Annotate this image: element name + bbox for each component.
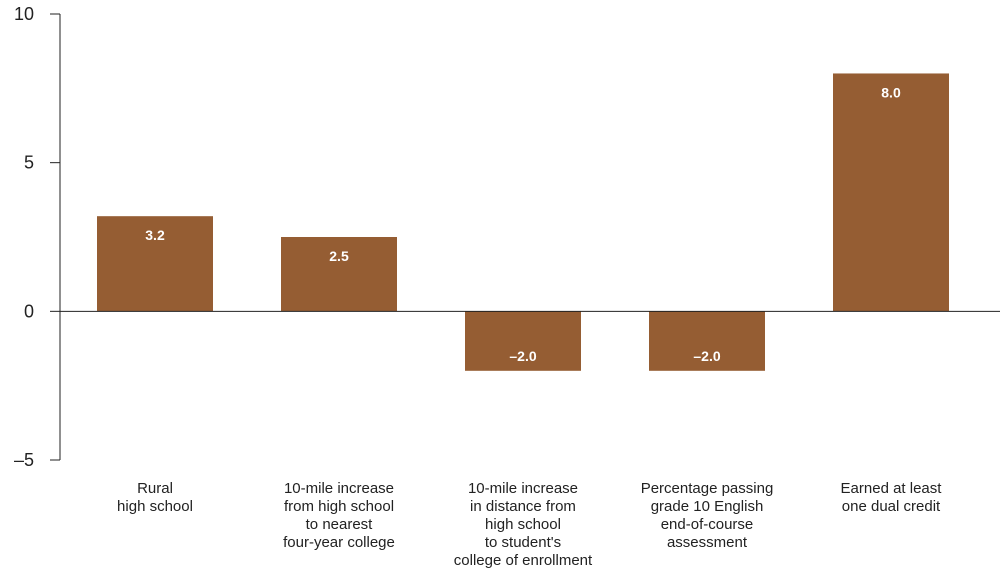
bar [97,216,213,312]
bar [465,311,581,371]
category-label-line: end-of-course [661,516,754,533]
data-label: 3.2 [145,227,165,243]
category-label-line: one dual credit [842,498,941,515]
category-label-line: Earned at least [841,480,943,497]
category-label: Earned at least one dual credit [841,480,943,515]
category-label-line: assessment [667,534,748,551]
category-label-line: Percentage passing [641,480,774,497]
y-tick-label: 10 [14,4,34,24]
category-label: Rural high school [117,480,193,515]
y-tick-label: 5 [24,153,34,173]
category-label-line: college of enrollment [454,552,593,569]
data-label: –2.0 [509,348,536,364]
category-label: 10-mile increase in distance from high sch… [454,480,593,569]
category-label-line: to student's [485,534,561,551]
category-label-line: from high school [284,498,394,515]
category-label-line: in distance from [470,498,576,515]
category-label: 10-mile increase from high school to neare… [283,480,395,551]
category-label-line: four-year college [283,534,395,551]
category-label-line: Rural [137,480,173,497]
category-label-line: high school [485,516,561,533]
bar [833,73,949,312]
data-label: 8.0 [881,84,901,100]
data-labels: 3.2 2.5 –2.0 –2.0 8.0 [145,84,901,363]
category-label-line: 10-mile increase [468,480,578,497]
bar [649,311,765,371]
category-label: Percentage passing grade 10 English end-of… [641,480,774,551]
category-label-line: to nearest [306,516,374,533]
y-tick-label: 0 [24,301,34,321]
category-label-line: high school [117,498,193,515]
category-label-line: grade 10 English [651,498,764,515]
category-label-line: 10-mile increase [284,480,394,497]
bars [97,73,949,371]
data-label: 2.5 [329,248,349,264]
y-tick-label: –5 [14,450,34,470]
data-label: –2.0 [693,348,720,364]
y-axis: 10 5 0 –5 [14,4,61,470]
bar [281,237,397,312]
